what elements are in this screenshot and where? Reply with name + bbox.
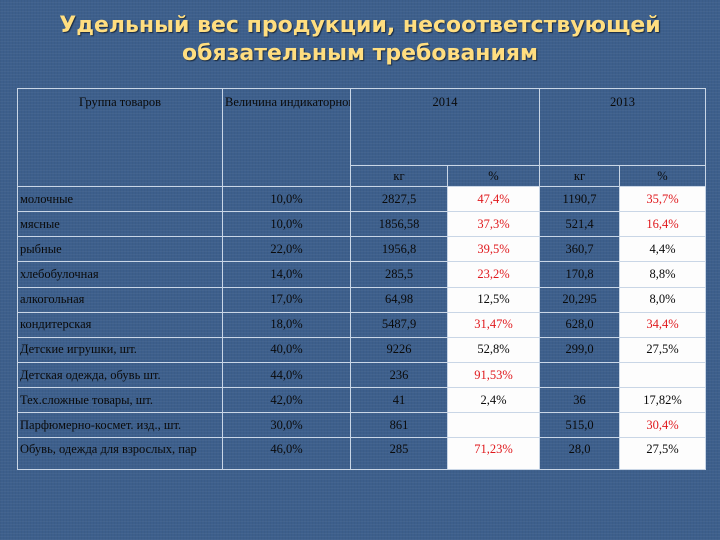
cell-pct-2014 [447,412,540,439]
cell-group: рыбные [17,236,223,263]
cell-indicator: 22,0% [222,236,351,263]
cell-indicator: 30,0% [222,412,351,439]
cell-group: Детские игрушки, шт. [17,336,223,363]
cell-kg-2014: 236 [350,361,448,389]
cell-group: мясные [17,211,223,238]
cell-pct-2014: 23,2% [447,261,540,288]
cell-kg-2014: 1856,58 [350,211,448,238]
cell-group: Обувь, одежда для взрослых, пар [17,437,223,470]
cell-kg-2014: 9226 [350,336,448,363]
cell-pct-2014: 37,3% [447,211,540,238]
cell-pct-2013: 8,0% [619,286,706,313]
cell-kg-2013: 170,8 [539,261,620,288]
cell-indicator: 17,0% [222,286,351,313]
table-row: Обувь, одежда для взрослых, пар 46,0% 285 7… [17,437,706,470]
cell-kg-2013: 521,4 [539,211,620,238]
cell-kg-2014: 64,98 [350,286,448,313]
cell-indicator: 46,0% [222,437,351,470]
slide-title-line-1: Удельный вес продукции, несоответствующе… [59,13,661,38]
table-row: хлебобулочная 14,0% 285,5 23,2% 170,8 8,8% [17,261,706,288]
header-year-2013: 2013 [539,88,706,166]
table-row: кондитерская 18,0% 5487,9 31,47% 628,0 34,4% [17,311,706,338]
cell-indicator: 42,0% [222,387,351,414]
cell-kg-2014: 285 [350,437,448,470]
cell-pct-2014: 71,23% [447,437,540,470]
table-row: Тех.сложные товары, шт. 42,0% 41 2,4% 36 17,8… [17,387,706,414]
cell-pct-2014: 39,5% [447,236,540,263]
table-row: рыбные 22,0% 1956,8 39,5% 360,7 4,4% [17,236,706,263]
cell-kg-2013: 1190,7 [539,185,620,213]
cell-kg-2014: 41 [350,387,448,414]
cell-pct-2013: 27,5% [619,336,706,363]
cell-kg-2013: 28,0 [539,437,620,470]
cell-group: Парфюмерно-космет. изд., шт. [17,412,223,439]
cell-pct-2013 [619,361,706,389]
header-indicator: Величина индикаторного показателя, % заб… [222,88,351,187]
cell-pct-2014: 52,8% [447,336,540,363]
table-row: мясные 10,0% 1856,58 37,3% 521,4 16,4% [17,211,706,238]
cell-pct-2014: 91,53% [447,361,540,389]
cell-kg-2013: 515,0 [539,412,620,439]
cell-pct-2013: 34,4% [619,311,706,338]
slide-title: Удельный вес продукции, несоответствующе… [0,12,720,68]
cell-kg-2014: 861 [350,412,448,439]
cell-kg-2013: 36 [539,387,620,414]
cell-group: алкогольная [17,286,223,313]
subheader-row: кг % кг % [18,165,706,187]
subheader-kg-2013: кг [539,165,620,187]
header-year-2014: 2014 [350,88,540,166]
cell-kg-2013: 20,295 [539,286,620,313]
cell-pct-2013: 17,82% [619,387,706,414]
header-row: Группа товаров Величина индикаторного по… [17,88,706,187]
cell-pct-2013: 27,5% [619,437,706,470]
table-row: Детская одежда, обувь шт. 44,0% 236 91,53% [17,361,706,389]
cell-group: Детская одежда, обувь шт. [17,361,223,389]
cell-group: Тех.сложные товары, шт. [17,387,223,414]
cell-group: кондитерская [17,311,223,338]
cell-pct-2013: 16,4% [619,211,706,238]
table-row: алкогольная 17,0% 64,98 12,5% 20,295 8,0% [17,286,706,313]
slide-title-line-2: обязательным требованиям [181,41,539,66]
cell-pct-2014: 47,4% [447,185,540,213]
cell-indicator: 18,0% [222,311,351,338]
cell-indicator: 14,0% [222,261,351,288]
table-row: Парфюмерно-космет. изд., шт. 30,0% 861 515,… [17,412,706,439]
cell-kg-2013: 360,7 [539,236,620,263]
cell-kg-2014: 1956,8 [350,236,448,263]
table-row: молочные 10,0% 2827,5 47,4% 1190,7 35,7% [17,185,706,213]
cell-indicator: 10,0% [222,185,351,213]
cell-kg-2013: 628,0 [539,311,620,338]
cell-kg-2013 [539,361,620,389]
cell-indicator: 10,0% [222,211,351,238]
cell-kg-2014: 5487,9 [350,311,448,338]
cell-pct-2013: 35,7% [619,185,706,213]
cell-pct-2013: 30,4% [619,412,706,439]
table-row: Детские игрушки, шт. 40,0% 9226 52,8% 299,0 2… [17,336,706,363]
cell-pct-2014: 31,47% [447,311,540,338]
cell-indicator: 40,0% [222,336,351,363]
subheader-pct-2014: % [447,165,540,187]
cell-group: молочные [17,185,223,213]
subheader-kg-2014: кг [350,165,448,187]
cell-pct-2013: 4,4% [619,236,706,263]
subheader-pct-2013: % [619,165,706,187]
cell-pct-2013: 8,8% [619,261,706,288]
header-group: Группа товаров [17,88,223,187]
cell-kg-2013: 299,0 [539,336,620,363]
cell-group: хлебобулочная [17,261,223,288]
cell-pct-2014: 2,4% [447,387,540,414]
defect-share-table: Группа товаров Величина индикаторного по… [17,88,706,470]
cell-indicator: 44,0% [222,361,351,389]
cell-kg-2014: 2827,5 [350,185,448,213]
cell-pct-2014: 12,5% [447,286,540,313]
cell-kg-2014: 285,5 [350,261,448,288]
